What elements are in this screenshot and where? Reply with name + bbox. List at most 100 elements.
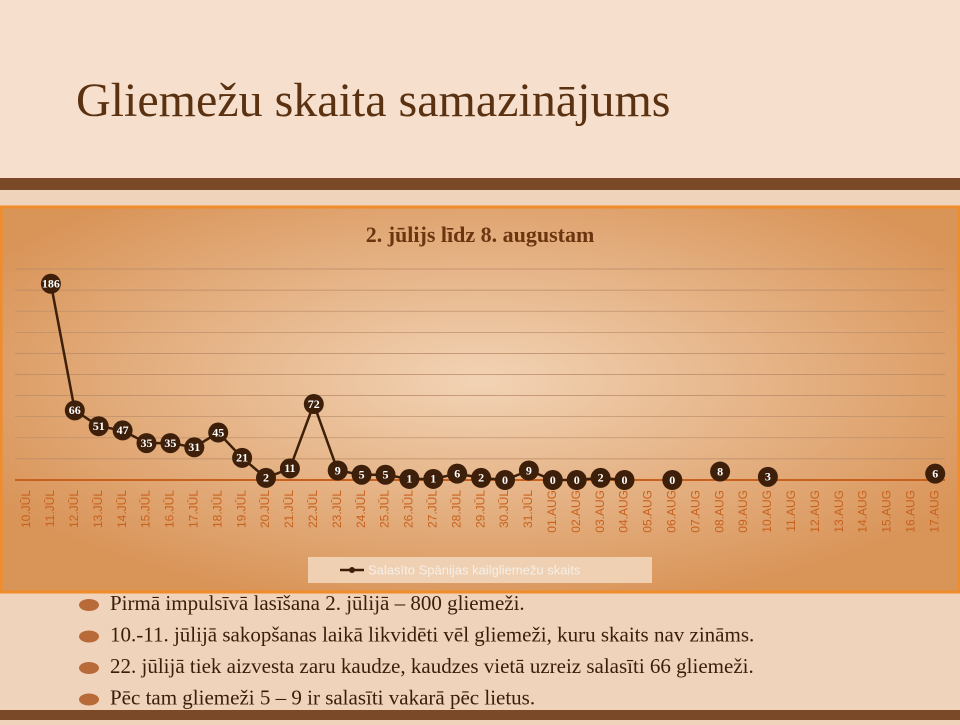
bullet-icon — [79, 599, 99, 611]
bullet-text: Pirmā impulsīvā lasīšana 2. jūlijā – 800… — [110, 591, 525, 615]
x-tick-label: 06.AUG — [664, 490, 678, 533]
x-tick-label: 13.AUG — [832, 490, 846, 533]
x-tick-label: 13.JŪL — [91, 490, 105, 528]
data-point — [495, 470, 515, 490]
x-tick-label: 02.AUG — [569, 490, 583, 533]
bullet-text: Pēc tam gliemeži 5 – 9 ir salasīti vakar… — [110, 685, 535, 709]
data-label: 0 — [550, 473, 556, 487]
chart-area — [0, 205, 960, 594]
data-label: 66 — [69, 403, 81, 417]
data-label: 45 — [212, 425, 224, 439]
data-label: 5 — [359, 467, 365, 481]
data-point — [136, 433, 157, 454]
data-label: 51 — [93, 419, 105, 433]
x-tick-label: 12.JŪL — [67, 490, 81, 528]
data-point — [208, 422, 229, 443]
data-point — [256, 467, 276, 488]
x-tick-label: 10.AUG — [760, 490, 774, 533]
data-point — [160, 433, 181, 454]
data-point — [925, 463, 946, 484]
data-label: 35 — [164, 436, 176, 450]
data-point — [327, 460, 348, 481]
x-tick-label: 04.AUG — [617, 490, 631, 533]
data-point — [471, 467, 492, 488]
x-tick-label: 14.AUG — [856, 490, 870, 533]
data-label: 0 — [622, 473, 628, 487]
x-tick-label: 18.JŪL — [210, 490, 224, 528]
data-label: 0 — [669, 473, 675, 487]
x-tick-label: 25.JŪL — [378, 490, 392, 528]
data-point — [518, 460, 539, 481]
data-point — [710, 461, 731, 482]
x-tick-label: 01.AUG — [545, 490, 559, 533]
slide-title: Gliemežu skaita samazinājums — [76, 74, 670, 127]
data-label: 72 — [308, 397, 320, 411]
data-point — [232, 447, 253, 468]
data-point — [399, 468, 420, 489]
data-point — [542, 470, 563, 490]
data-label: 0 — [574, 473, 580, 487]
x-tick-label: 09.AUG — [736, 490, 750, 533]
data-label: 2 — [478, 471, 484, 485]
bullet-text: 10.-11. jūlijā sakopšanas laikā likvidēt… — [110, 622, 754, 646]
bullet-icon — [79, 662, 99, 674]
x-tick-label: 17.AUG — [927, 490, 941, 533]
data-label: 31 — [188, 440, 200, 454]
x-tick-label: 12.AUG — [808, 490, 822, 533]
data-label: 9 — [526, 463, 532, 477]
x-tick-label: 16.AUG — [903, 490, 917, 533]
x-tick-label: 23.JŪL — [330, 490, 344, 528]
data-label: 9 — [335, 463, 341, 477]
bullet-text: 22. jūlijā tiek aizvesta zaru kaudze, ka… — [110, 654, 754, 678]
header-bar — [0, 178, 960, 190]
data-point — [614, 470, 635, 490]
data-label: 1 — [430, 472, 436, 486]
data-label: 2 — [263, 471, 269, 485]
x-tick-label: 16.JŪL — [163, 490, 177, 528]
data-label: 1 — [406, 472, 412, 486]
x-tick-label: 22.JŪL — [306, 490, 320, 528]
chart-title: 2. jūlijs līdz 8. augustam — [366, 222, 595, 247]
data-point — [279, 458, 300, 479]
data-point — [351, 464, 372, 485]
x-tick-label: 29.JŪL — [473, 490, 487, 528]
x-tick-label: 10.JŪL — [19, 490, 33, 528]
footer-bar — [0, 710, 960, 720]
x-tick-label: 17.JŪL — [186, 490, 200, 528]
data-point — [64, 400, 85, 421]
data-point — [590, 467, 611, 488]
data-point — [40, 273, 61, 294]
x-tick-label: 15.AUG — [880, 490, 894, 533]
data-point — [88, 416, 109, 437]
legend-box — [308, 557, 652, 583]
x-tick-label: 31.JŪL — [521, 490, 535, 528]
x-tick-label: 24.JŪL — [354, 490, 368, 528]
data-point — [447, 463, 468, 484]
x-tick-label: 19.JŪL — [234, 490, 248, 528]
data-point — [757, 466, 778, 487]
data-point — [566, 470, 587, 490]
x-tick-label: 26.JŪL — [402, 490, 416, 528]
data-label: 8 — [717, 464, 723, 478]
x-tick-label: 21.JŪL — [282, 490, 296, 528]
data-label: 6 — [454, 466, 460, 480]
x-tick-label: 15.JŪL — [139, 490, 153, 528]
legend-marker — [349, 567, 355, 573]
data-label: 5 — [383, 467, 389, 481]
x-tick-label: 11.AUG — [784, 490, 798, 532]
data-point — [662, 470, 683, 490]
data-label: 6 — [932, 466, 938, 480]
x-tick-label: 30.JŪL — [497, 490, 511, 528]
data-point — [423, 468, 444, 489]
x-tick-label: 20.JŪL — [258, 490, 272, 528]
data-label: 47 — [117, 423, 129, 437]
data-point — [303, 394, 324, 415]
data-label: 0 — [502, 473, 508, 487]
bullet-icon — [79, 693, 99, 706]
x-tick-label: 27.JŪL — [425, 490, 439, 528]
data-point — [112, 420, 133, 441]
x-tick-label: 14.JŪL — [115, 490, 129, 528]
data-point — [184, 437, 205, 458]
